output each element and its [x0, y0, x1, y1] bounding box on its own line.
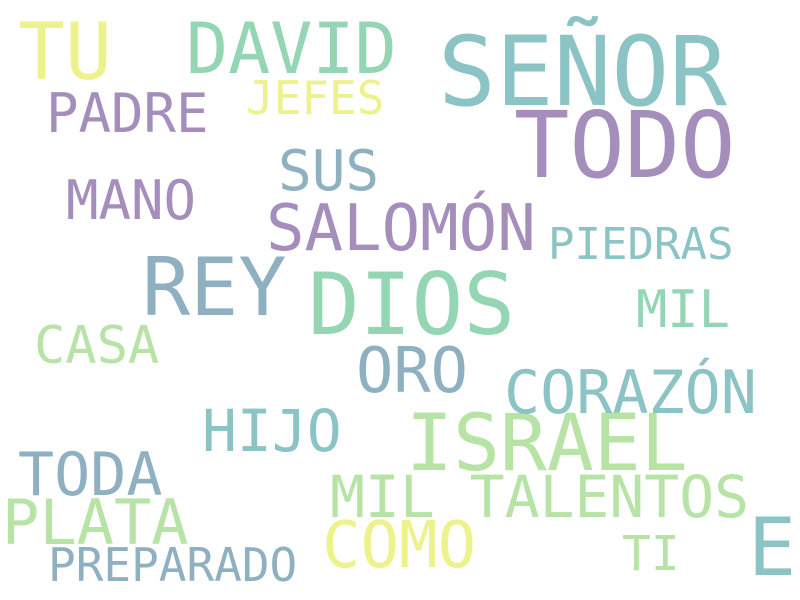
word-rey: REY	[142, 241, 287, 334]
word-plata: PLATA	[2, 486, 189, 559]
word-mil: MIL	[636, 280, 730, 340]
word-senor: SEÑOR	[438, 16, 727, 128]
word-padre: PADRE	[46, 82, 209, 145]
word-david: DAVID	[186, 8, 397, 90]
word-mano: MANO	[66, 169, 197, 232]
word-oro: ORO	[356, 334, 468, 407]
word-tu: TU	[18, 8, 112, 98]
word-todo: TODO	[514, 92, 736, 199]
word-toda: TODA	[18, 440, 163, 510]
word-e: E	[748, 501, 797, 594]
word-piedras: PIEDRAS	[548, 219, 734, 270]
word-salomon: SALOMÓN	[266, 192, 536, 266]
word-ti: TI	[622, 526, 680, 582]
word-como: COMO	[322, 509, 477, 583]
word-corazon: CORAZÓN	[504, 358, 757, 428]
word-dios: DIOS	[308, 255, 516, 355]
word-hijo: HIJO	[202, 397, 342, 465]
word-mil-talentos: MIL TALENTOS	[330, 463, 750, 531]
word-casa: CASA	[34, 316, 160, 376]
word-israel: ISRAEL	[406, 399, 688, 489]
word-preparado: PREPARADO	[48, 538, 298, 592]
word-jefes: JEFES	[246, 71, 385, 125]
word-sus: SUS	[278, 139, 380, 204]
